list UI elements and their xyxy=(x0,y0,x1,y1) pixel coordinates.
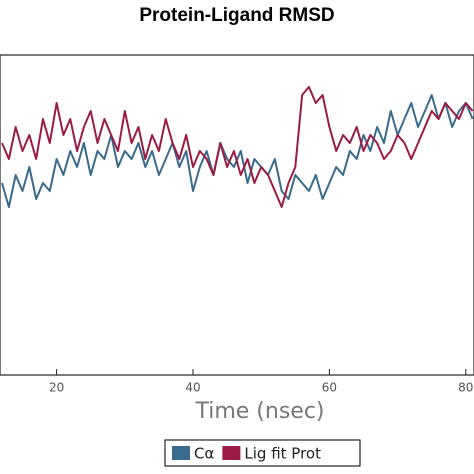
legend xyxy=(164,439,361,467)
x-tick-label: 60 xyxy=(322,381,337,395)
series-line xyxy=(1,94,474,208)
plot-frame xyxy=(0,54,474,376)
x-tick-label: 40 xyxy=(185,381,200,395)
x-tick-label: 80 xyxy=(458,381,473,395)
x-tick-label: 20 xyxy=(49,381,64,395)
legend-label: Cα xyxy=(194,445,214,463)
chart-title: Protein-Ligand RMSD xyxy=(139,5,334,26)
series-line xyxy=(1,86,474,208)
legend-swatch xyxy=(222,446,241,460)
legend-label: Lig fit Prot xyxy=(244,445,321,463)
x-axis-label: Time (nsec) xyxy=(194,399,324,424)
legend-swatch xyxy=(172,446,190,460)
